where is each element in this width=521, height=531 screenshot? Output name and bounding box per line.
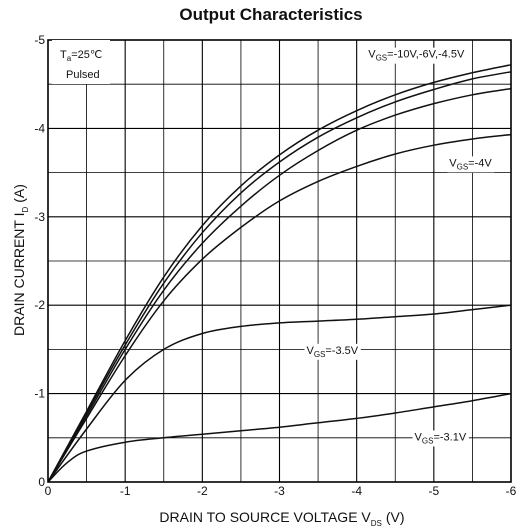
series-layer [47,64,512,483]
x-tick-label: -6 [506,484,517,498]
series-line [47,133,512,483]
y-tick-label: 0 [38,475,45,489]
y-tick-label: -4 [34,121,45,135]
series-line [47,304,512,483]
chart-title: Output Characteristics [179,5,362,24]
vgs-annotation: VGS=-10V,-6V,-4.5V [368,49,465,63]
plot-frame [47,39,512,483]
x-tick-label: -1 [120,484,131,498]
series-line [47,71,512,483]
y-axis-label: DRAIN CURRENT ID(A) [11,184,30,336]
annotation-background [366,47,467,64]
y-tick-label: -3 [34,210,45,224]
x-axis-label: DRAIN TO SOURCE VOLTAGE VDS (V) [159,509,404,528]
series-line [47,87,512,483]
annotation-background [412,430,469,447]
grid [48,40,511,482]
y-tick-label: -1 [34,387,45,401]
vgs-annotation: VGS=-4V [449,157,492,171]
y-tick-label: -2 [34,298,45,312]
condition-box: Ta=25℃ Pulsed [52,40,110,84]
tick-labels: 0 -1 -2 -3 -4 -5 -6 0 -1 -2 -3 -4 -5 [34,33,516,498]
x-tick-label: -3 [274,484,285,498]
y-tick-label: -5 [34,33,45,47]
annotations: VGS=-10V,-6V,-4.5V VGS=-4V VGS=-3.5V VGS=-3… [304,47,495,447]
x-tick-label: -4 [351,484,362,498]
pulsed-condition: Pulsed [66,69,100,81]
vgs-annotation: VGS=-3.1V [415,431,467,445]
temperature-condition: Ta=25℃ [60,49,102,63]
x-tick-label: 0 [45,484,52,498]
x-tick-label: -2 [197,484,208,498]
series-line [47,392,512,483]
annotation-background [304,343,361,360]
x-tick-label: -5 [428,484,439,498]
series-line [47,64,512,483]
annotation-background [447,156,495,173]
vgs-annotation: VGS=-3.5V [307,345,359,359]
